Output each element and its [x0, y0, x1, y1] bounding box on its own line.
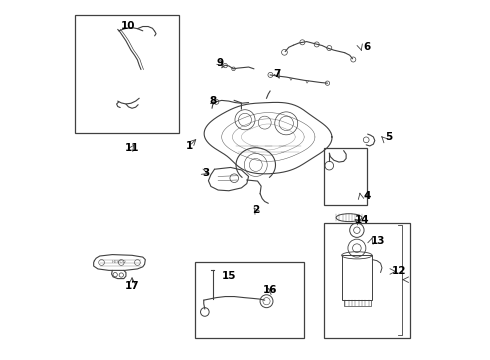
Text: 10: 10: [121, 21, 136, 31]
Text: 13: 13: [370, 236, 385, 246]
Bar: [74, 15, 179, 134]
Text: 9: 9: [216, 58, 223, 68]
Text: 2: 2: [252, 206, 259, 216]
Text: 3: 3: [202, 168, 209, 178]
Text: 5: 5: [385, 132, 392, 142]
Text: 4: 4: [363, 191, 370, 201]
Text: HEVCO: HEVCO: [111, 260, 126, 264]
Text: 1: 1: [186, 141, 193, 151]
Text: 8: 8: [209, 96, 217, 106]
Text: 6: 6: [363, 42, 370, 52]
Bar: [324, 148, 367, 205]
Bar: [343, 300, 370, 306]
Bar: [342, 255, 372, 300]
Text: 16: 16: [263, 285, 277, 295]
Text: 7: 7: [273, 69, 281, 79]
Bar: [195, 262, 304, 338]
Bar: [324, 223, 410, 338]
Text: 15: 15: [221, 271, 236, 281]
Text: 14: 14: [355, 215, 370, 225]
Text: 17: 17: [125, 281, 139, 291]
Text: 12: 12: [392, 266, 406, 276]
Text: 11: 11: [125, 143, 139, 153]
